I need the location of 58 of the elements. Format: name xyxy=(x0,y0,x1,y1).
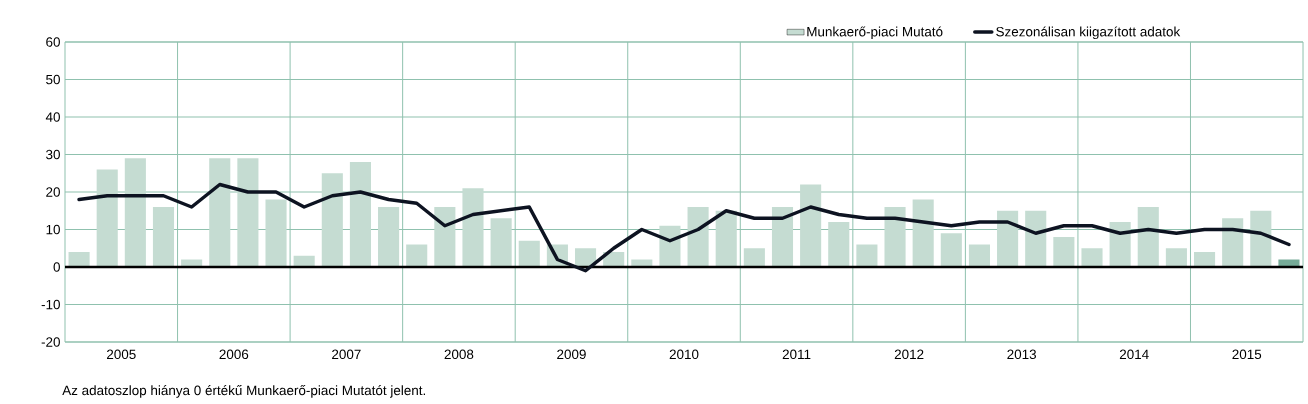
bar xyxy=(828,222,850,267)
x-tick-label: 2006 xyxy=(219,349,249,360)
bar xyxy=(1137,207,1159,267)
x-tick-label: 2010 xyxy=(669,349,699,360)
bar xyxy=(715,210,737,267)
text: Az adatoszlop hiánya 0 értékű Munkaerő-piaci Mutatót jelent. xyxy=(62,385,426,398)
bar xyxy=(1222,218,1244,267)
bar xyxy=(518,240,540,267)
bar xyxy=(743,248,765,267)
bar xyxy=(406,244,428,267)
bar xyxy=(912,199,934,267)
bar xyxy=(462,188,484,267)
x-tick-label: 2013 xyxy=(1007,349,1037,360)
y-tick-label: 50 xyxy=(46,74,60,85)
bar xyxy=(237,158,259,267)
x-tick-label: 2008 xyxy=(444,349,474,360)
y-tick-label: 0 xyxy=(53,262,60,272)
bar xyxy=(1025,210,1047,267)
y-tick-label: -10 xyxy=(41,299,60,310)
bar xyxy=(940,233,962,267)
bar xyxy=(968,244,990,267)
y-tick-label: 60 xyxy=(46,37,60,47)
bar xyxy=(349,162,371,267)
bar xyxy=(1165,248,1187,267)
legend-label: Munkaerő-piaci Mutató xyxy=(807,26,943,40)
bar xyxy=(378,207,400,267)
x-tick-label: 2011 xyxy=(782,349,811,360)
y-tick-label: 20 xyxy=(46,187,60,197)
legend-label: Szezonálisan kiigazított adatok xyxy=(996,26,1181,40)
bar xyxy=(687,207,709,267)
bar xyxy=(884,207,906,267)
x-tick-label: 2012 xyxy=(894,349,924,360)
bar xyxy=(771,207,794,267)
y-tick-label: 30 xyxy=(46,149,60,160)
bar xyxy=(96,169,118,267)
bar xyxy=(800,184,822,267)
x-tick-label: 2009 xyxy=(557,349,586,360)
bar xyxy=(124,158,146,267)
x-tick-label: 2005 xyxy=(106,349,136,360)
bar xyxy=(1250,210,1272,267)
x-tick-label: 2015 xyxy=(1232,349,1262,360)
bar xyxy=(152,207,175,267)
bar xyxy=(209,158,231,267)
bar xyxy=(490,218,512,267)
bar xyxy=(434,207,456,267)
x-tick-label: 2007 xyxy=(332,349,361,360)
bar xyxy=(856,244,878,267)
bar xyxy=(997,210,1019,267)
bar xyxy=(265,199,287,267)
bar xyxy=(1081,248,1103,267)
bar xyxy=(68,252,90,267)
bar xyxy=(321,173,343,267)
bar xyxy=(1053,237,1075,267)
y-tick-label: -20 xyxy=(41,337,60,347)
y-tick-label: 10 xyxy=(46,224,60,235)
bar xyxy=(1193,252,1216,267)
x-tick-label: 2014 xyxy=(1119,349,1149,360)
y-tick-label: 40 xyxy=(45,112,60,122)
